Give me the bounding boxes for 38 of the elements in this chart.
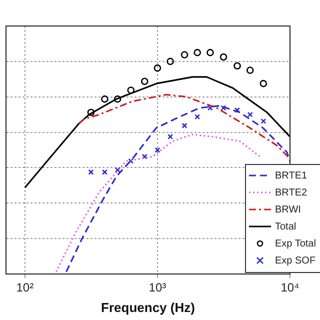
x-tick-label: 10²: [16, 280, 34, 295]
x-axis-title: Frequency (Hz): [101, 300, 195, 315]
point: [87, 108, 95, 116]
legend-label: Exp SOF: [275, 255, 316, 266]
point: [234, 107, 240, 113]
point: [260, 118, 266, 124]
point: [260, 80, 268, 88]
point: [220, 105, 226, 111]
point: [194, 114, 200, 120]
point: [154, 64, 162, 72]
point: [206, 48, 214, 56]
point: [140, 78, 148, 86]
point: [102, 169, 108, 175]
point: [114, 95, 122, 103]
legend-label: Total: [275, 221, 296, 232]
point: [128, 158, 134, 164]
legend-label: BRTE2: [275, 187, 308, 198]
point: [180, 51, 188, 58]
point: [88, 169, 94, 175]
point: [234, 62, 241, 70]
legend-label: BRWI: [275, 204, 301, 216]
point: [246, 66, 254, 74]
point: [247, 112, 253, 118]
point: [194, 48, 202, 56]
point: [114, 167, 120, 173]
point: [220, 53, 228, 61]
legend-label: Exp Total: [275, 238, 316, 250]
point: [154, 147, 160, 153]
point: [182, 122, 188, 128]
point: [101, 95, 108, 103]
point: [207, 105, 213, 111]
x-tick-label: 10³: [148, 280, 166, 295]
point: [168, 134, 174, 140]
point: [127, 86, 135, 94]
point: [166, 58, 174, 66]
point: [142, 154, 148, 160]
x-tick-label: 10⁴: [280, 280, 300, 295]
legend-label: BRTE1: [275, 170, 308, 182]
